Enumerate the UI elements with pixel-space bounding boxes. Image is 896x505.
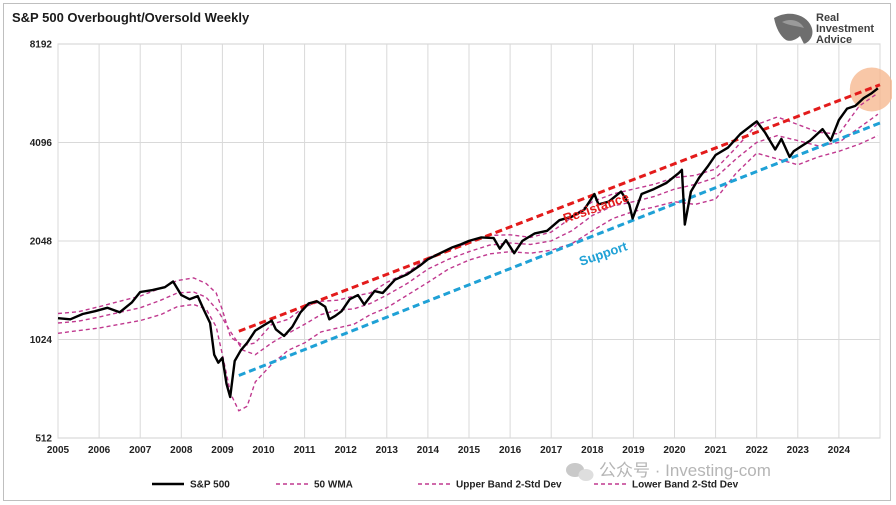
x-tick-label: 2008 (170, 445, 193, 456)
legend-lower-band-item: Lower Band 2-Std Dev (594, 480, 739, 491)
brand-line-1: Real (816, 12, 839, 24)
y-tick-label: 4096 (30, 138, 53, 149)
y-tick-label: 1024 (30, 335, 53, 346)
y-tick-label: 2048 (30, 237, 53, 248)
legend-sp500-label: S&P 500 (190, 480, 230, 491)
x-tick-label: 2013 (376, 445, 399, 456)
x-tick-label: 2024 (828, 445, 851, 456)
x-tick-label: 2009 (211, 445, 234, 456)
chart-svg: S&P 500 Overbought/Oversold Weekly Real … (12, 10, 892, 491)
legend-upper-band-item: Upper Band 2-Std Dev (418, 480, 562, 491)
x-tick-label: 2020 (663, 445, 686, 456)
x-tick-label: 2010 (252, 445, 275, 456)
series-line-sp500 (57, 87, 879, 399)
legend-sp500-item: S&P 500 (152, 480, 230, 491)
x-tick-label: 2023 (787, 445, 810, 456)
x-tick-label: 2017 (540, 445, 563, 456)
trend-lines (238, 83, 881, 377)
x-tick-label: 2014 (417, 445, 440, 456)
x-tick-label: 2012 (335, 445, 358, 456)
resistance-trendline (238, 83, 881, 333)
x-tick-label: 2018 (581, 445, 604, 456)
x-tick-label: 2021 (704, 445, 727, 456)
watermark-text: 公众号 · Investing-com (599, 461, 771, 480)
legend: S&P 500 50 WMA Upper Band 2-Std Dev Lower B… (152, 480, 739, 491)
eagle-head-icon (774, 13, 813, 44)
wechat-icon (566, 463, 594, 481)
watermark: 公众号 · Investing-com (566, 461, 771, 481)
support-label: Support (577, 238, 630, 269)
chart-frame: S&P 500 Overbought/Oversold Weekly Real … (3, 3, 892, 501)
brand-line-3: Advice (816, 34, 852, 46)
x-tick-label: 2006 (88, 445, 111, 456)
y-axis: 8192 4096 2048 1024 512 (30, 40, 53, 445)
support-trendline (238, 121, 881, 377)
x-tick-label: 2005 (47, 445, 70, 456)
x-tick-label: 2016 (499, 445, 522, 456)
x-tick-label: 2019 (622, 445, 645, 456)
series-line-upper-band (57, 92, 879, 347)
x-tick-label: 2007 (129, 445, 152, 456)
x-tick-label: 2022 (746, 445, 769, 456)
y-tick-label: 8192 (30, 40, 53, 51)
price-line (57, 87, 879, 399)
x-tick-label: 2011 (294, 445, 316, 456)
brand-line-2: Investment (816, 23, 874, 35)
x-axis: 2005 2006 2007 2008 2009 2010 2011 2012 2013 2014… (47, 445, 851, 456)
legend-upper-band-label: Upper Band 2-Std Dev (456, 480, 562, 491)
legend-50wma-label: 50 WMA (314, 480, 353, 491)
chart-title: S&P 500 Overbought/Oversold Weekly (12, 10, 250, 25)
y-tick-label: 512 (35, 434, 52, 445)
legend-lower-band-label: Lower Band 2-Std Dev (632, 480, 739, 491)
x-tick-label: 2015 (458, 445, 481, 456)
legend-50wma-item: 50 WMA (276, 480, 353, 491)
series-line-50wma (57, 113, 879, 356)
brand-logo: Real Investment Advice (774, 12, 874, 46)
